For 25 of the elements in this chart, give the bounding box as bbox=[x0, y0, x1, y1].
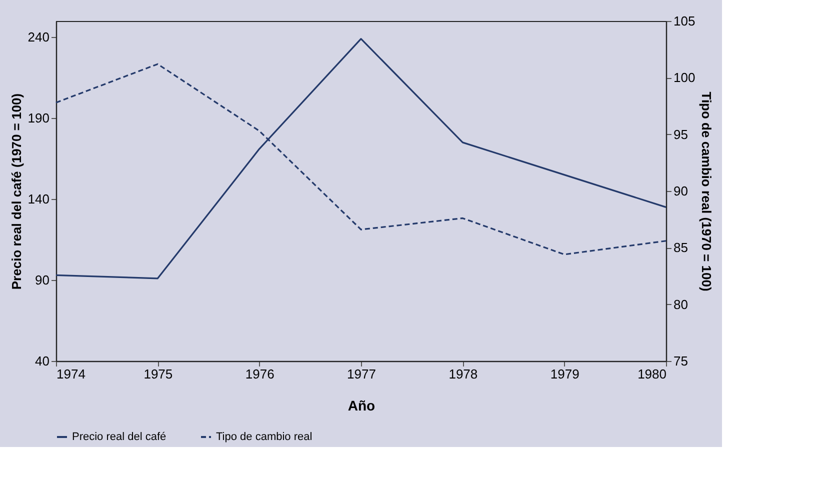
x-tick-label: 1980 bbox=[638, 366, 666, 382]
x-tick-label: 1979 bbox=[550, 366, 580, 382]
y2-tick-label: 105 bbox=[674, 14, 696, 28]
y2-axis-title: Tipo de cambio real (1970 = 100) bbox=[699, 92, 714, 292]
y-tick-label: 90 bbox=[35, 272, 50, 288]
y2-tick-label: 95 bbox=[674, 126, 688, 142]
x-tick-label: 1975 bbox=[144, 366, 173, 382]
x-tick-label: 1974 bbox=[56, 366, 86, 382]
y-axis-title: Precio real del café (1970 = 100) bbox=[8, 93, 24, 290]
y-tick-label: 240 bbox=[28, 30, 50, 45]
line-series bbox=[55, 38, 667, 280]
x-tick-label: 1978 bbox=[448, 366, 478, 382]
y2-tick-label: 90 bbox=[674, 184, 688, 198]
legend-label: Tipo de cambio real bbox=[216, 431, 312, 443]
y-tick-label: 140 bbox=[28, 192, 50, 207]
x-tick-label: 1976 bbox=[245, 366, 274, 382]
legend-label: Precio real del café bbox=[72, 431, 166, 443]
y-tick-label: 190 bbox=[28, 110, 50, 126]
x-tick-label: 1977 bbox=[347, 366, 376, 382]
y2-tick-label: 75 bbox=[674, 354, 688, 368]
y2-tick-label: 100 bbox=[674, 70, 696, 86]
y2-tick-label: 85 bbox=[674, 240, 688, 256]
y-tick-label: 40 bbox=[35, 354, 50, 368]
x-axis-title: Año bbox=[348, 398, 376, 414]
y2-tick-label: 80 bbox=[674, 296, 688, 312]
